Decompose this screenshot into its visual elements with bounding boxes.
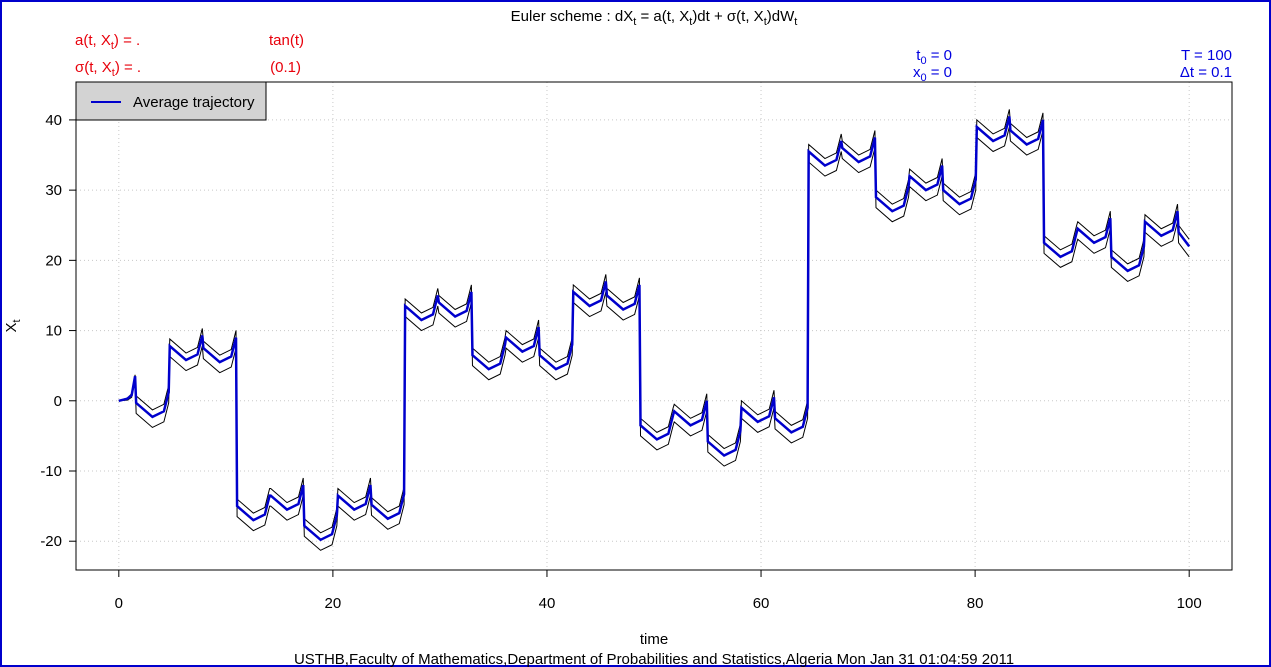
annotation-subscript: t [112,67,115,79]
chart-title-part: Euler scheme : dX [511,8,634,25]
x-tick-label: 80 [967,595,984,612]
y-tick-label: -20 [40,533,62,550]
annotation: Δt = 0.1 [1180,64,1232,81]
y-tick-label: 20 [45,252,62,269]
x-axis-label: time [640,631,668,648]
y-tick-label: -10 [40,463,62,480]
annotation-part: tan(t) [269,32,304,49]
y-axis-label: Xt [3,319,23,332]
x-tick-label: 0 [115,595,123,612]
chart-title-part: )dW [767,8,795,25]
x-tick-label: 20 [325,595,342,612]
annotation: T = 100 [1181,47,1232,64]
y-axis-label-part: X [3,323,20,333]
annotation-part: ) = . [114,32,140,49]
annotation: tan(t) [269,32,304,49]
annotation-part: T = 100 [1181,47,1232,64]
y-tick-label: 40 [45,112,62,129]
chart-title-subscript: t [794,16,797,28]
annotation-part: σ(t, X [75,59,112,76]
annotation-part: a(t, X [75,32,111,49]
y-tick-label: 10 [45,323,62,340]
y-tick-label: 0 [54,393,62,410]
annotation-subscript: 0 [920,55,926,67]
annotation: σ(t, Xt) = . [75,59,141,79]
annotation-subscript: 0 [920,72,926,84]
annotation-part: x [913,64,921,81]
chart-title: Euler scheme : dXt = a(t, Xt)dt + σ(t, X… [511,8,798,28]
legend-label: Average trajectory [133,94,255,111]
annotation-part: t [916,47,921,64]
chart-title-subscript: t [689,16,692,28]
y-tick-label: 30 [45,182,62,199]
annotation-part: ) = . [115,59,141,76]
chart-title-subscript: t [633,16,636,28]
trajectory-line [118,126,1190,551]
trajectory-line [118,116,1191,542]
footer: USTHB,Faculty of Mathematics,Department … [294,651,1014,667]
annotation-subscript: t [111,40,114,52]
annotation-part: (0.1) [270,59,301,76]
annotation: (0.1) [270,59,301,76]
annotation-part: = 0 [927,64,952,81]
chart-title-subscript: t [764,16,767,28]
annotation: t0 = 0 [916,47,952,67]
chart-title-part: )dt + σ(t, X [692,8,763,25]
trajectory-line [118,109,1190,534]
annotation-part: Δt = 0.1 [1180,64,1232,81]
annotation: x0 = 0 [913,64,952,84]
y-axis-label-subscript: t [11,319,23,322]
chart-title-part: = a(t, X [636,8,689,25]
x-tick-label: 100 [1177,595,1202,612]
x-tick-label: 60 [753,595,770,612]
annotation-part: = 0 [927,47,952,64]
annotation: a(t, Xt) = . [75,32,140,52]
x-tick-label: 40 [539,595,556,612]
